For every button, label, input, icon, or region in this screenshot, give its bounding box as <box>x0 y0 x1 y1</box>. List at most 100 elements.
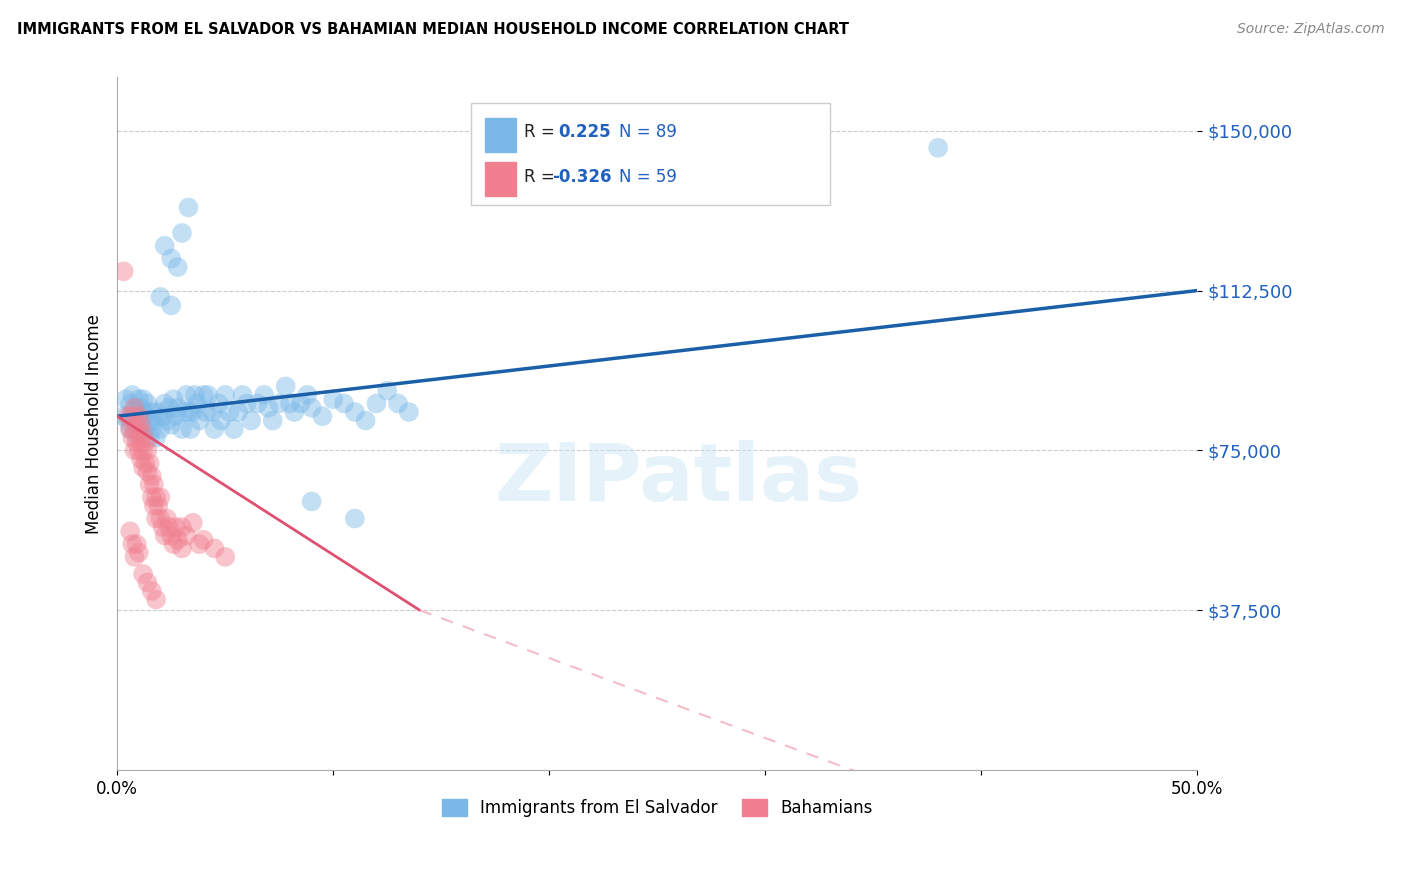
Point <box>142 413 165 427</box>
Point <box>141 405 163 419</box>
Point <box>157 520 180 534</box>
Point <box>129 434 152 449</box>
Text: Source: ZipAtlas.com: Source: ZipAtlas.com <box>1237 22 1385 37</box>
Point <box>214 388 236 402</box>
Text: R =: R = <box>524 123 561 141</box>
Point <box>132 426 155 441</box>
Point <box>181 516 204 530</box>
Point <box>148 499 170 513</box>
Point <box>208 396 231 410</box>
Point <box>181 405 204 419</box>
Point <box>201 405 224 419</box>
Point <box>145 490 167 504</box>
Point <box>177 201 200 215</box>
Point <box>132 392 155 407</box>
Point <box>173 405 195 419</box>
Point <box>218 405 240 419</box>
Point <box>202 541 225 556</box>
Point <box>274 379 297 393</box>
Point <box>152 520 174 534</box>
Point <box>222 422 245 436</box>
Point <box>160 528 183 542</box>
Point <box>186 396 208 410</box>
Point <box>125 434 148 449</box>
Point <box>170 520 193 534</box>
Point <box>112 264 135 278</box>
Point <box>160 298 183 312</box>
Point <box>149 290 172 304</box>
Point <box>343 405 366 419</box>
Point <box>202 422 225 436</box>
Point <box>188 413 211 427</box>
Point <box>121 409 143 424</box>
Point <box>162 392 184 407</box>
Point <box>128 409 150 424</box>
Text: IMMIGRANTS FROM EL SALVADOR VS BAHAMIAN MEDIAN HOUSEHOLD INCOME CORRELATION CHAR: IMMIGRANTS FROM EL SALVADOR VS BAHAMIAN … <box>17 22 849 37</box>
Point <box>124 426 146 441</box>
Point <box>246 396 269 410</box>
Point <box>129 451 152 466</box>
Point <box>125 401 148 415</box>
Point <box>134 405 156 419</box>
Point <box>114 392 136 407</box>
Point <box>162 537 184 551</box>
Point <box>124 401 146 415</box>
Point <box>138 456 160 470</box>
Point <box>124 409 146 424</box>
Point <box>253 388 276 402</box>
Point <box>149 422 172 436</box>
Point <box>177 405 200 419</box>
Point <box>128 443 150 458</box>
Point <box>165 409 187 424</box>
Point <box>156 413 179 427</box>
Point <box>149 490 172 504</box>
Point <box>136 396 159 410</box>
Point <box>121 537 143 551</box>
Point <box>226 405 249 419</box>
Point <box>138 431 160 445</box>
Point <box>136 575 159 590</box>
Point <box>141 490 163 504</box>
Text: ZIPatlas: ZIPatlas <box>495 440 863 518</box>
Point <box>184 388 207 402</box>
Point <box>166 533 188 547</box>
Point <box>262 413 284 427</box>
Point <box>301 494 323 508</box>
Point <box>128 546 150 560</box>
Point <box>132 566 155 581</box>
Point <box>278 396 301 410</box>
Point <box>231 388 253 402</box>
Point <box>398 405 420 419</box>
Point <box>152 409 174 424</box>
Point <box>236 396 259 410</box>
Point <box>132 409 155 424</box>
Point <box>141 469 163 483</box>
Point <box>366 396 388 410</box>
Point <box>148 405 170 419</box>
Text: N = 59: N = 59 <box>619 168 676 186</box>
Point <box>257 401 280 415</box>
Point <box>194 405 217 419</box>
Point <box>125 537 148 551</box>
Point <box>170 226 193 240</box>
Point <box>124 422 146 436</box>
Point <box>129 401 152 415</box>
Point <box>141 422 163 436</box>
Point <box>188 537 211 551</box>
Point <box>283 405 305 419</box>
Point <box>311 409 333 424</box>
Point <box>112 409 135 424</box>
Point <box>145 511 167 525</box>
Point <box>197 388 219 402</box>
Point <box>176 388 198 402</box>
Point <box>354 413 377 427</box>
Point <box>209 413 232 427</box>
Point <box>343 511 366 525</box>
Point <box>153 528 176 542</box>
Point <box>121 405 143 419</box>
Point <box>290 396 312 410</box>
Point <box>136 443 159 458</box>
Point <box>297 388 319 402</box>
Point <box>170 541 193 556</box>
Point <box>120 524 142 539</box>
